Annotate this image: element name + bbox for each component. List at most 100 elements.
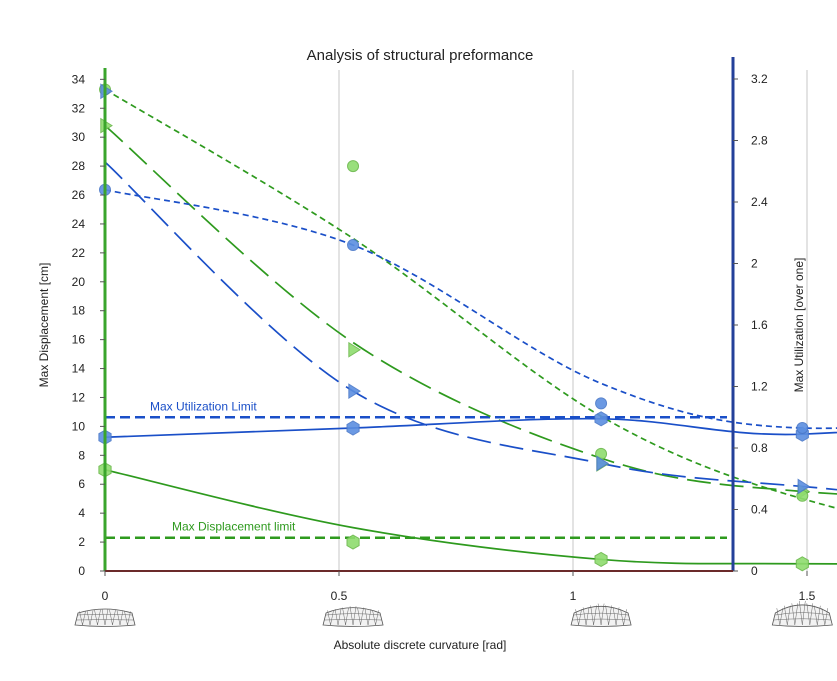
mesh-line	[86, 610, 91, 626]
left-tick-label: 26	[72, 188, 86, 202]
series-line	[104, 188, 837, 430]
curvature-thumbnail	[322, 606, 384, 627]
series-line	[104, 88, 837, 510]
data-point-hexagon	[346, 534, 360, 550]
left-tick-label: 18	[72, 304, 86, 318]
mesh-line	[342, 607, 346, 626]
mesh-line	[817, 605, 821, 626]
data-point-circle	[347, 160, 360, 173]
mesh-line	[578, 609, 582, 626]
mesh-line	[620, 609, 624, 626]
tick-labels: 024681012141618202224262830323400.40.81.…	[72, 72, 816, 603]
mesh-line	[608, 605, 612, 626]
mesh-line	[585, 607, 590, 626]
left-tick-label: 24	[72, 217, 86, 231]
mesh-line	[352, 606, 357, 626]
right-tick-label: 3.2	[751, 72, 768, 86]
right-tick-label: 2	[751, 257, 758, 271]
curvature-thumbnail	[74, 608, 136, 627]
left-tick-label: 22	[72, 246, 86, 260]
mesh-line	[802, 600, 806, 626]
left-tick-label: 20	[72, 275, 86, 289]
data-point-triangle	[797, 478, 811, 495]
mesh-line	[605, 605, 609, 626]
mesh-line	[791, 603, 796, 626]
limit-label: Max Utilization Limit	[150, 399, 257, 413]
mesh-line	[821, 608, 826, 626]
mesh-line	[97, 609, 101, 626]
x-tick-label: 0	[102, 589, 109, 603]
mesh-line	[94, 609, 98, 626]
data-point-triangle	[348, 383, 361, 400]
right-tick-label: 0.8	[751, 441, 768, 455]
mesh-line	[364, 608, 369, 626]
mesh-line	[77, 613, 133, 616]
mesh-line	[575, 609, 579, 626]
series-line	[104, 161, 837, 491]
data-point-triangle	[348, 341, 361, 358]
mesh-line	[334, 608, 339, 626]
mesh-line	[360, 607, 364, 626]
mesh-line	[590, 605, 594, 626]
mesh-line	[104, 608, 109, 626]
data-point-hexagon	[346, 420, 360, 436]
left-tick-label: 4	[78, 506, 85, 520]
chart-title: Analysis of structural preformance	[307, 47, 534, 64]
series-line	[104, 417, 837, 439]
mesh-line	[615, 607, 620, 626]
data-point-triangle	[596, 455, 610, 472]
mesh-line	[779, 608, 784, 626]
x-axis-title: Absolute discrete curvature [rad]	[334, 638, 507, 652]
left-tick-label: 12	[72, 390, 86, 404]
mesh-line	[327, 610, 331, 626]
mesh-line	[112, 609, 116, 626]
mesh-line	[775, 612, 830, 616]
mesh-line	[799, 600, 803, 626]
mesh-line	[787, 605, 791, 626]
mesh-line	[809, 603, 814, 626]
mesh-line	[324, 619, 382, 621]
mesh-line	[119, 610, 124, 626]
data-point-hexagon	[795, 556, 809, 572]
left-tick-label: 10	[72, 419, 86, 433]
mesh-line	[124, 611, 128, 626]
mesh-line	[806, 603, 811, 626]
thumbnail-outline	[74, 608, 136, 627]
mesh-line	[784, 605, 788, 626]
left-tick-label: 6	[78, 477, 85, 491]
mesh-line	[345, 607, 349, 626]
x-tick-label: 1	[570, 589, 577, 603]
series-line	[104, 468, 837, 565]
left-tick-label: 14	[72, 362, 86, 376]
mesh-line	[574, 612, 629, 616]
x-tick-label: 1.5	[799, 589, 816, 603]
left-tick-label: 16	[72, 333, 86, 347]
mesh-line	[89, 610, 94, 626]
series-line	[104, 124, 837, 495]
mesh-line	[375, 610, 379, 626]
series-markers	[98, 83, 811, 572]
limit-label: Max Displacement limit	[172, 520, 296, 534]
mesh-line	[372, 610, 376, 626]
curvature-thumbnails	[74, 600, 833, 627]
data-point-circle	[595, 397, 608, 410]
mesh-line	[101, 608, 106, 626]
right-tick-label: 2.8	[751, 134, 768, 148]
mesh-line	[597, 603, 602, 626]
mesh-line	[349, 606, 354, 626]
mesh-line	[79, 611, 83, 626]
left-tick-label: 30	[72, 130, 86, 144]
mesh-line	[357, 607, 361, 626]
mesh-line	[116, 610, 121, 626]
data-point-hexagon	[594, 411, 608, 427]
limit-lines: Max Utilization Limit Max Displacement li…	[105, 399, 727, 540]
axes	[103, 57, 735, 572]
data-point-hexagon	[594, 551, 608, 567]
data-point-circle	[347, 239, 360, 252]
mesh-line	[612, 607, 617, 626]
thumbnail-outline	[570, 605, 632, 627]
mesh-line	[600, 603, 605, 626]
data-point-circle	[796, 422, 809, 435]
left-tick-label: 2	[78, 535, 85, 549]
